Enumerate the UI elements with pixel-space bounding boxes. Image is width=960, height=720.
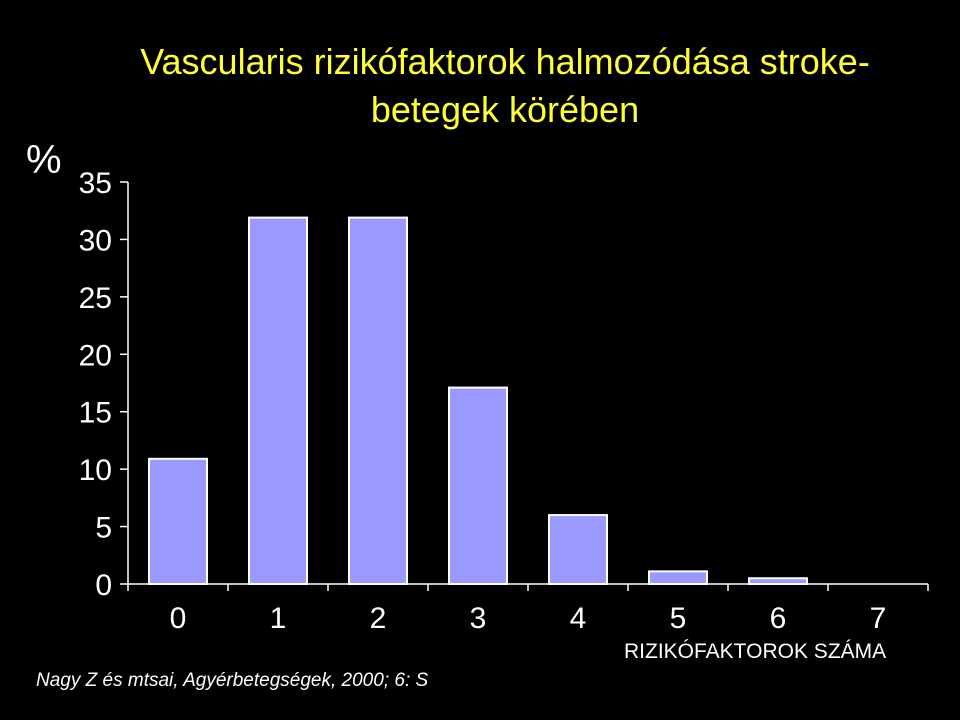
y-tick-label: 20 <box>79 339 112 372</box>
y-tick-label: 15 <box>79 397 112 430</box>
x-tick-label: 5 <box>670 602 687 635</box>
y-axis: 0 5 10 15 20 25 30 35 <box>79 167 129 602</box>
chart-title: Vascularis rizikófaktorok halmozódása st… <box>60 38 950 134</box>
x-tick-label: 4 <box>570 602 587 635</box>
y-tick-label: 30 <box>79 224 112 257</box>
x-tick-label: 3 <box>470 602 487 635</box>
x-tick-label: 6 <box>770 602 787 635</box>
y-tick-label: 35 <box>79 167 112 200</box>
y-tick-label: 10 <box>79 454 112 487</box>
bar-4 <box>548 514 608 585</box>
x-axis: 0 1 2 3 4 5 6 7 <box>127 583 929 635</box>
bars <box>148 216 808 586</box>
chart-title-line-1: Vascularis rizikófaktorok halmozódása st… <box>140 41 870 82</box>
bar-1 <box>248 216 308 585</box>
y-tick-label: 25 <box>79 282 112 315</box>
bar-2 <box>348 216 408 585</box>
chart-title-line-2: betegek körében <box>370 89 640 130</box>
x-tick-label: 0 <box>170 602 187 635</box>
y-tick-label: 0 <box>95 569 112 602</box>
bar-5 <box>648 570 708 586</box>
x-axis-title: RIZIKÓFAKTOROK SZÁMA <box>624 640 887 663</box>
y-axis-unit-label: % <box>26 138 62 182</box>
x-tick-label: 2 <box>370 602 387 635</box>
source-citation: Nagy Z és mtsai, Agyérbetegségek, 2000; … <box>36 670 429 691</box>
x-tick-label: 7 <box>870 602 887 635</box>
x-tick-label: 1 <box>270 602 287 635</box>
bar-6 <box>748 577 808 585</box>
y-tick-label: 5 <box>95 512 112 545</box>
bar-3 <box>448 386 508 586</box>
bar-0 <box>148 457 208 586</box>
